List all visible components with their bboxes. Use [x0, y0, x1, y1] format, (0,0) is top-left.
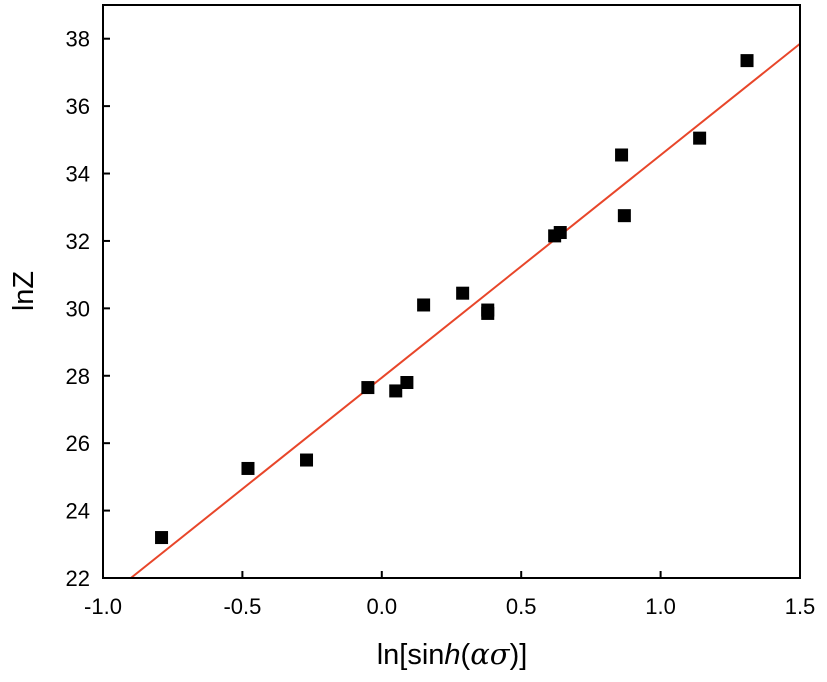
- data-point: [481, 303, 495, 317]
- data-point: [361, 381, 375, 395]
- y-tick-label: 36: [66, 94, 90, 119]
- x-tick-label: 1.5: [785, 594, 816, 619]
- data-point: [553, 226, 567, 240]
- y-tick-label: 28: [66, 364, 90, 389]
- y-tick-label: 22: [66, 566, 90, 591]
- tick-labels-layer: -1.0 -0.5 0.0 0.5 1.0 1.5 22 24 26 28 30 32 34 36 38: [66, 27, 816, 619]
- fit-line-layer: [130, 42, 801, 579]
- data-point: [241, 461, 255, 475]
- x-tick-label: 1.0: [645, 594, 676, 619]
- y-tick-label: 34: [66, 162, 90, 187]
- data-point: [615, 148, 629, 162]
- data-point: [740, 54, 754, 68]
- data-points-layer: [155, 54, 754, 545]
- y-tick-label: 38: [66, 27, 90, 52]
- data-point: [155, 531, 169, 545]
- y-tick-label: 26: [66, 431, 90, 456]
- data-point: [389, 384, 403, 398]
- x-tick-label: 0.0: [367, 594, 398, 619]
- data-point: [300, 453, 314, 467]
- x-tick-label: 0.5: [506, 594, 537, 619]
- y-tick-label: 32: [66, 229, 90, 254]
- data-point: [617, 209, 631, 223]
- y-tick-label: 30: [66, 296, 90, 321]
- x-tick-label: -0.5: [223, 594, 261, 619]
- fit-line: [130, 42, 801, 579]
- plot-frame: [102, 4, 801, 579]
- x-axis-title: ln[sinh(ασ)]: [377, 637, 528, 671]
- x-tick-label: -1.0: [84, 594, 122, 619]
- y-tick-label: 24: [66, 499, 90, 524]
- data-point: [417, 298, 431, 312]
- ticks-layer: [102, 37, 801, 579]
- y-axis-title: lnZ: [8, 271, 40, 311]
- data-point: [693, 131, 707, 145]
- data-point: [400, 376, 414, 390]
- data-point: [456, 286, 470, 300]
